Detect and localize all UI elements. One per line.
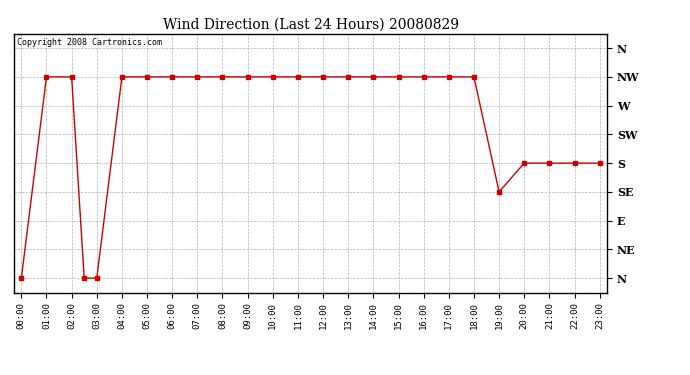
Text: Copyright 2008 Cartronics.com: Copyright 2008 Cartronics.com [17, 38, 161, 46]
Title: Wind Direction (Last 24 Hours) 20080829: Wind Direction (Last 24 Hours) 20080829 [163, 17, 458, 31]
